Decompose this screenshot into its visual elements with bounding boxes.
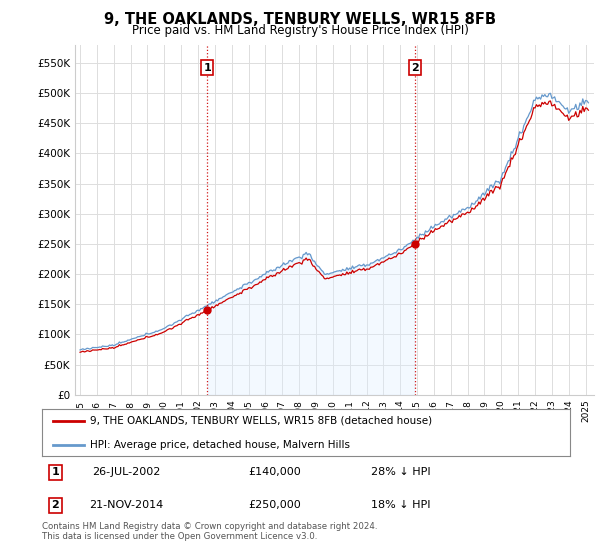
Text: 26-JUL-2002: 26-JUL-2002 xyxy=(92,467,161,477)
Text: 1: 1 xyxy=(203,63,211,73)
Text: 2: 2 xyxy=(52,500,59,510)
Text: Contains HM Land Registry data © Crown copyright and database right 2024.
This d: Contains HM Land Registry data © Crown c… xyxy=(42,522,377,542)
Text: 1: 1 xyxy=(52,467,59,477)
Text: 2: 2 xyxy=(412,63,419,73)
Text: £140,000: £140,000 xyxy=(248,467,301,477)
Text: 9, THE OAKLANDS, TENBURY WELLS, WR15 8FB: 9, THE OAKLANDS, TENBURY WELLS, WR15 8FB xyxy=(104,12,496,27)
Text: £250,000: £250,000 xyxy=(248,500,301,510)
Text: 21-NOV-2014: 21-NOV-2014 xyxy=(89,500,164,510)
Text: 9, THE OAKLANDS, TENBURY WELLS, WR15 8FB (detached house): 9, THE OAKLANDS, TENBURY WELLS, WR15 8FB… xyxy=(89,416,431,426)
Text: Price paid vs. HM Land Registry's House Price Index (HPI): Price paid vs. HM Land Registry's House … xyxy=(131,24,469,37)
Text: 28% ↓ HPI: 28% ↓ HPI xyxy=(371,467,431,477)
Text: HPI: Average price, detached house, Malvern Hills: HPI: Average price, detached house, Malv… xyxy=(89,440,350,450)
Text: 18% ↓ HPI: 18% ↓ HPI xyxy=(371,500,431,510)
